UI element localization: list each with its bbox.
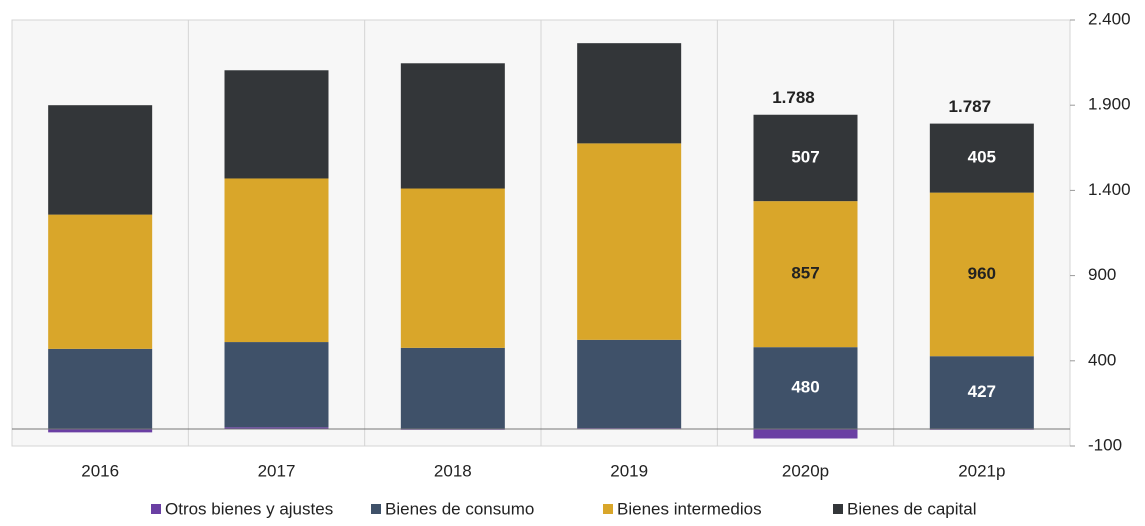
legend-swatch	[371, 504, 381, 514]
data-label: 960	[968, 264, 996, 283]
bar-segment	[929, 123, 1034, 193]
y-tick-label: -100	[1088, 435, 1122, 454]
bar-segment	[577, 339, 682, 429]
bar-segment	[48, 105, 153, 215]
legend-swatch	[833, 504, 843, 514]
data-label: 857	[791, 264, 819, 283]
y-tick-label: 400	[1088, 350, 1116, 369]
x-tick-label: 2018	[434, 461, 472, 480]
x-tick-label: 2020p	[782, 461, 829, 480]
bar-segment	[224, 70, 329, 179]
legend-swatch	[151, 504, 161, 514]
x-tick-label: 2019	[610, 461, 648, 480]
bar-segment	[577, 43, 682, 144]
y-tick-label: 1.900	[1088, 95, 1131, 114]
bar-segment	[400, 347, 505, 429]
x-tick-label: 2021p	[958, 461, 1005, 480]
data-label: 427	[968, 382, 996, 401]
y-tick-label: 900	[1088, 265, 1116, 284]
x-tick-label: 2016	[81, 461, 119, 480]
bar-segment	[753, 114, 858, 202]
bar-segment	[48, 428, 153, 433]
data-label: 507	[791, 147, 819, 166]
legend-label: Otros bienes y ajustes	[165, 499, 333, 518]
bar-segment	[753, 347, 858, 429]
bar-segment	[48, 214, 153, 349]
bar-segment	[929, 192, 1034, 357]
legend-label: Bienes intermedios	[617, 499, 762, 518]
total-label: 1.787	[949, 97, 992, 116]
bar-segment	[753, 428, 858, 439]
y-tick-label: 1.400	[1088, 180, 1131, 199]
bar-segment	[400, 188, 505, 348]
x-tick-label: 2017	[258, 461, 296, 480]
legend-swatch	[603, 504, 613, 514]
bar-segment	[224, 178, 329, 343]
bar-segment	[400, 63, 505, 189]
data-label: 405	[968, 148, 996, 167]
bar-segment	[577, 143, 682, 340]
bar-segment	[224, 342, 329, 428]
bar-segment	[224, 427, 329, 429]
legend-label: Bienes de consumo	[385, 499, 534, 518]
legend-label: Bienes de capital	[847, 499, 976, 518]
bar-segment	[753, 201, 858, 348]
data-label: 480	[791, 378, 819, 397]
total-label: 1.788	[772, 88, 815, 107]
bar-segment	[48, 348, 153, 429]
bar-segment	[929, 356, 1034, 429]
y-tick-label: 2.400	[1088, 9, 1131, 28]
